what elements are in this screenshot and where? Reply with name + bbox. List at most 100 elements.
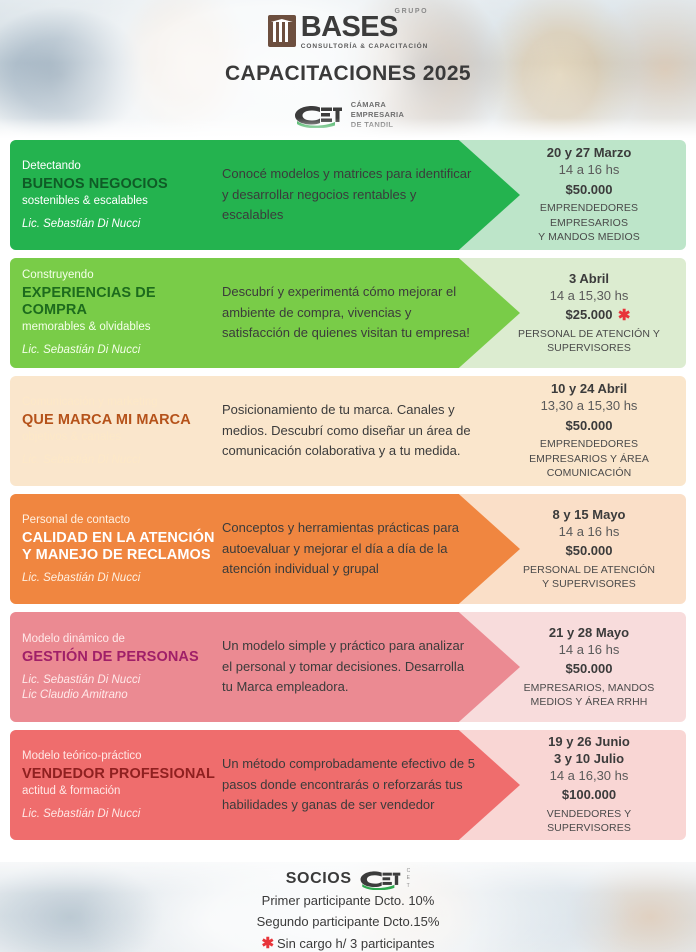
course-audience: EMPRESARIOS, MANDOS MEDIOS Y ÁREA RRHH [492,681,686,710]
instructor-name: Lic. Sebastián Di Nucci [22,453,141,466]
audience-line: PERSONAL DE ATENCIÓN [522,563,656,576]
course-instructors: Lic. Sebastián Di Nucci [22,571,216,586]
course-subline: actitud & formación [22,784,121,797]
course-audience: PERSONAL DE ATENCIÓN Y SUPERVISORES [492,563,686,592]
cet-tiny-2: E [406,875,410,882]
audience-line: SUPERVISORES [547,822,631,835]
asterisk-icon: ✱ [261,934,275,952]
course-date: 10 y 24 Abril [550,381,628,397]
course-instructors: Lic. Sebastián Di Nucci [22,453,216,468]
course-arrow-shape [10,612,520,722]
course-arrow-shape [10,140,520,250]
course-row[interactable]: Construyendo EXPERIENCIAS DE COMPRA memora… [0,258,696,368]
course-subline: sostenibles & escalables [22,194,148,207]
course-kicker: Personal de contacto [22,513,131,526]
course-headline: BUENOS NEGOCIOS [22,175,168,192]
course-kicker: Modelo teórico-práctico [22,749,142,762]
course-time: 14 a 16 hs [558,523,620,539]
audience-line: EMPRESARIOS Y ÁREA [529,452,649,465]
course-list: Detectando BUENOS NEGOCIOS sostenibles & e… [0,140,696,848]
course-date: 3 Abril [569,270,609,286]
course-headline: EXPERIENCIAS DE COMPRA [22,285,156,319]
course-audience: VENDEDORES Y SUPERVISORES [492,807,686,836]
course-title-block: Personal de contacto CALIDAD EN LA ATENCI… [0,512,222,586]
bases-tagline: CONSULTORÍA & CAPACITACIÓN [300,42,429,50]
audience-line: COMUNICACIÓN [546,467,632,480]
audience-line: EMPRESARIOS [549,216,629,229]
course-arrow-shape [10,494,520,604]
course-row[interactable]: Comunicación y marketing QUE MARCA MI MAR… [0,376,696,486]
course-headline: CALIDAD EN LA ATENCIÓN Y MANEJO DE RECLA… [22,529,215,563]
course-kicker: Modelo dinámico de [22,632,125,645]
audience-line: EMPRENDEDORES [539,202,639,215]
course-date: 21 y 28 Mayo [548,624,630,640]
course-title-block: Modelo dinámico de GESTIÓN DE PERSONAS Lic… [0,631,222,703]
course-arrow-shape [10,258,520,368]
course-title-block: Modelo teórico-práctico VENDEDOR PROFESIO… [0,748,222,822]
course-price-row: $25.000 ✱ [492,305,686,324]
header-fade [0,118,696,140]
course-headline: GESTIÓN DE PERSONAS [22,648,199,665]
cet-mark-icon [360,871,400,890]
course-row[interactable]: Personal de contacto CALIDAD EN LA ATENCI… [0,494,696,604]
course-price: $100.000 [561,787,617,803]
audience-line: MEDIOS Y ÁREA RRHH [530,696,648,708]
course-audience: EMPRENDEDORES EMPRESARIOS Y MANDOS MEDIOS [492,201,686,244]
course-description: Conceptos y herramientas prácticas para … [222,520,460,577]
instructor-name: Lic. Sebastián Di Nucci [22,571,141,584]
discount-line-1: Primer participante Dcto. 10% [261,893,435,908]
course-price-row: $50.000 [492,416,686,435]
bases-building-icon [267,15,296,47]
course-price-row: $100.000 [492,785,686,804]
instructor-name: Lic. Sebastián Di Nucci [22,344,141,357]
discount-line-3-wrap: ✱ Sin cargo h/ 3 participantes [261,933,434,952]
instructor-name: Lic Claudio Amitrano [22,688,128,701]
course-time: 14 a 15,30 hs [549,287,629,303]
course-description: Descubrí y experimentá cómo mejorar el a… [222,284,470,341]
course-kicker: Construyendo [22,269,94,282]
asterisk-icon: ✱ [617,307,631,325]
bases-logo: GRUPO BASES CONSULTORÍA & CAPACITACIÓN [267,8,429,50]
course-price-row: $50.000 [492,659,686,678]
course-meta-block: 10 y 24 Abril 13,30 a 15,30 hs $50.000 EMPR… [490,381,696,480]
audience-line: EMPRESARIOS, MANDOS [523,681,655,694]
socios-label: SOCIOS [285,870,352,887]
course-date: 3 y 10 Julio [553,750,625,766]
course-price: $25.000 ✱ [566,306,631,324]
course-price: $50.000 [565,543,613,559]
header-banner: GRUPO BASES CONSULTORÍA & CAPACITACIÓN C… [0,0,696,140]
course-description: Posicionamiento de tu marca. Canales y m… [222,402,471,459]
course-description: Un método comprobadamente efectivo de 5 … [222,756,475,813]
audience-line: VENDEDORES Y [546,807,632,820]
course-instructors: Lic. Sebastián Di Nucci [22,807,216,822]
course-row[interactable]: Modelo teórico-práctico VENDEDOR PROFESIO… [0,730,696,840]
course-title-block: Construyendo EXPERIENCIAS DE COMPRA memora… [0,267,222,358]
audience-line: SUPERVISORES [547,342,631,354]
course-headline: VENDEDOR PROFESIONAL [22,765,215,782]
course-subline: objetivos & canales [22,430,122,443]
cet-tiny-3: T [406,882,410,889]
bases-grupo-label: GRUPO [394,8,429,15]
course-meta-block: 8 y 15 Mayo 14 a 16 hs $50.000 PERSONAL DE … [490,507,696,592]
course-arrow-shape [10,730,520,840]
course-audience: PERSONAL DE ATENCIÓN Y SUPERVISORES [492,327,686,356]
course-meta-block: 3 Abril 14 a 15,30 hs $25.000 ✱ PERSONAL DE … [490,271,696,356]
course-meta-block: 19 y 26 Junio 3 y 10 Julio 14 a 16,30 hs $1… [490,734,696,835]
course-date: 8 y 15 Mayo [552,506,626,522]
course-price-row: $50.000 [492,541,686,560]
course-instructors: Lic. Sebastián Di Nucci [22,343,216,358]
course-row[interactable]: Detectando BUENOS NEGOCIOS sostenibles & e… [0,140,696,250]
course-price: $50.000 [565,181,613,197]
course-time: 14 a 16,30 hs [549,767,629,783]
footer-banner: SOCIOS C E T Primer participante Dcto. 1… [0,862,696,952]
instructor-name: Lic. Sebastián Di Nucci [22,673,141,686]
bases-wordmark: BASES [300,11,399,43]
audience-line: EMPRENDEDORES [539,438,639,451]
instructor-name: Lic. Sebastián Di Nucci [22,217,141,230]
course-price: $50.000 [565,661,613,677]
course-description: Un modelo simple y práctico para analiza… [222,638,465,695]
audience-line: PERSONAL DE ATENCIÓN Y [517,327,661,340]
course-kicker: Detectando [22,159,81,172]
course-row[interactable]: Modelo dinámico de GESTIÓN DE PERSONAS Lic… [0,612,696,722]
